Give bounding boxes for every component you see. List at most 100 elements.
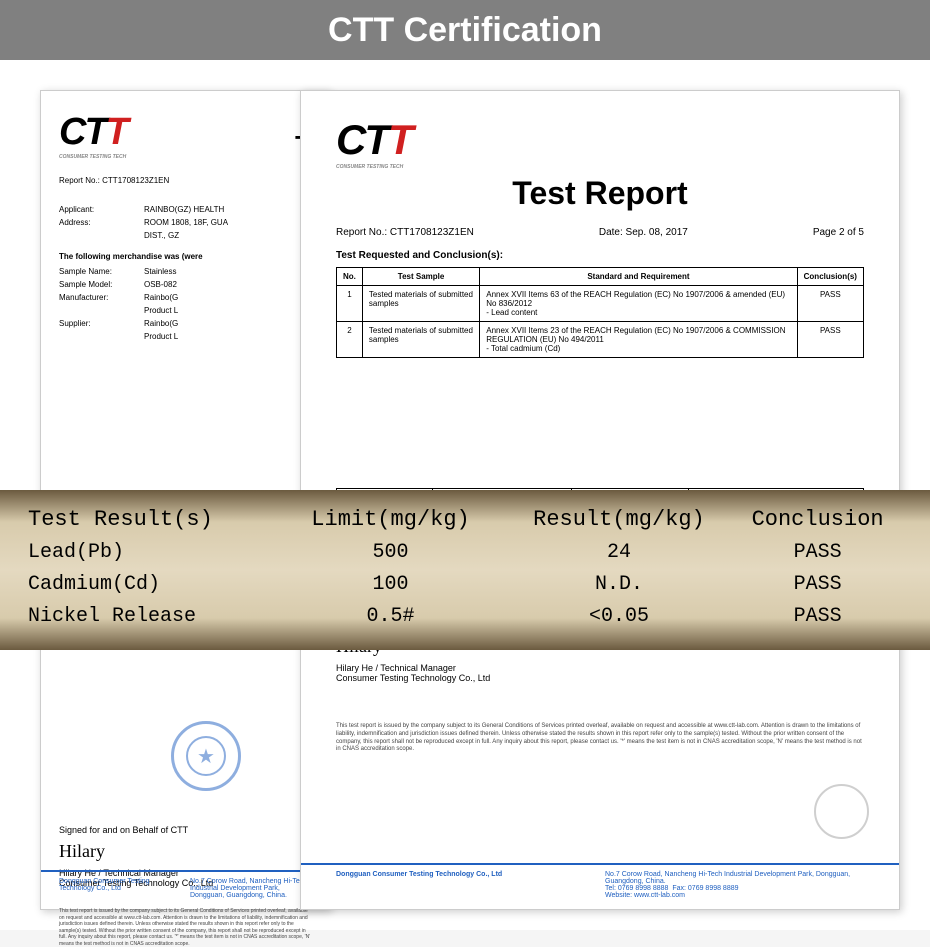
front-sign-org: Consumer Testing Technology Co., Ltd	[336, 673, 864, 683]
cell-standard: Annex XVII Items 63 of the REACH Regulat…	[480, 286, 797, 322]
front-footer-fax: Fax: 0769 8998 8889	[672, 885, 738, 892]
field-value: RAINBO(GZ) HEALTH	[144, 205, 311, 214]
front-footer-org: Dongguan Consumer Testing Technology Co.…	[336, 871, 595, 899]
overlay-h3: Result(mg/kg)	[505, 502, 733, 537]
table-header: Test Sample	[362, 268, 479, 286]
front-section: Test Requested and Conclusion(s):	[336, 250, 864, 261]
page-title: CTT Certification	[328, 11, 602, 50]
overlay-limit: 500	[276, 537, 504, 569]
logo-sub-f: CONSUMER TESTING TECH	[336, 164, 864, 170]
requirements-table: No.Test SampleStandard and RequirementCo…	[336, 267, 864, 358]
field-value: DIST., GZ	[144, 231, 311, 240]
front-fine-print: This test report is issued by the compan…	[336, 723, 864, 754]
field-label	[59, 231, 144, 240]
field-value: Product L	[144, 332, 311, 341]
front-meta: Report No.: CTT1708123Z1EN Date: Sep. 08…	[336, 227, 864, 238]
overlay-name: Cadmium(Cd)	[28, 569, 276, 601]
field-label: Address:	[59, 218, 144, 227]
back-meta: Report No.: CTT1708123Z1EN	[59, 176, 311, 185]
field-row: Applicant:RAINBO(GZ) HEALTH	[59, 205, 311, 214]
front-reportno: CTT1708123Z1EN	[390, 227, 474, 238]
front-date: Sep. 08, 2017	[626, 227, 688, 238]
field-value: OSB-082	[144, 280, 311, 289]
overlay-conclusion: PASS	[733, 601, 902, 633]
overlay-row: Nickel Release 0.5# <0.05 PASS	[28, 601, 902, 633]
field-label: Supplier:	[59, 319, 144, 328]
overlay-h1: Test Result(s)	[28, 502, 276, 537]
field-row: Product L	[59, 306, 311, 315]
back-fine-print: This test report is issued by the compan…	[59, 908, 311, 947]
front-footer-web: Website: www.ctt-lab.com	[605, 892, 864, 899]
overlay-result: <0.05	[505, 601, 733, 633]
field-row: Manufacturer:Rainbo(G	[59, 293, 311, 302]
cell-conclusion: PASS	[797, 286, 863, 322]
back-footer-addr: No.7 Corow Road, Nancheng Hi-Tech Indust…	[190, 878, 311, 899]
back-details: Sample Name:StainlessSample Model:OSB-08…	[59, 267, 311, 341]
field-label: Applicant:	[59, 205, 144, 214]
stamp-back: ★	[171, 721, 241, 791]
back-reportno: CTT1708123Z1EN	[102, 176, 169, 185]
cell-sample: Tested materials of submitted samples	[362, 286, 479, 322]
front-page: Page 2 of 5	[813, 227, 864, 238]
stamp-star-icon: ★	[186, 736, 226, 776]
field-row: Sample Model:OSB-082	[59, 280, 311, 289]
cell-conclusion: PASS	[797, 322, 863, 358]
logo-c3: T	[106, 111, 127, 153]
table-header: Conclusion(s)	[797, 268, 863, 286]
field-row: Product L	[59, 332, 311, 341]
overlay-limit: 100	[276, 569, 504, 601]
back-footer-org: Dongguan Consumer Testing Technology Co.…	[59, 878, 180, 899]
back-merch-label: The following merchandise was (were	[59, 252, 311, 261]
overlay-h2: Limit(mg/kg)	[276, 502, 504, 537]
back-sign-label: Signed for and on Behalf of CTT	[59, 825, 311, 835]
overlay-results: Test Result(s) Limit(mg/kg) Result(mg/kg…	[0, 490, 930, 650]
table-header: Standard and Requirement	[480, 268, 797, 286]
front-footer-details: No.7 Corow Road, Nancheng Hi-Tech Indust…	[605, 871, 864, 899]
cell-no: 1	[337, 286, 363, 322]
logo-c2: T	[84, 111, 105, 153]
cell-sample: Tested materials of submitted samples	[362, 322, 479, 358]
front-reportno-label: Report No.:	[336, 227, 387, 238]
overlay-limit: 0.5#	[276, 601, 504, 633]
overlay-result: 24	[505, 537, 733, 569]
field-label: Sample Name:	[59, 267, 144, 276]
logo-c1-f: C	[336, 116, 364, 163]
cell-no: 2	[337, 322, 363, 358]
overlay-conclusion: PASS	[733, 537, 902, 569]
field-value: ROOM 1808, 18F, GUA	[144, 218, 311, 227]
field-label	[59, 332, 144, 341]
back-fields: Applicant:RAINBO(GZ) HEALTHAddress:ROOM …	[59, 205, 311, 240]
overlay-row: Lead(Pb) 500 24 PASS	[28, 537, 902, 569]
overlay-conclusion: PASS	[733, 569, 902, 601]
logo-c3-f: T	[388, 116, 412, 163]
field-row: Sample Name:Stainless	[59, 267, 311, 276]
front-footer-tel: Tel: 0769 8998 8888	[605, 885, 668, 892]
front-date-label: Date:	[599, 227, 623, 238]
front-footer-addr: No.7 Corow Road, Nancheng Hi-Tech Indust…	[605, 871, 864, 885]
stamp-front	[814, 784, 869, 839]
field-value: Rainbo(G	[144, 293, 311, 302]
table-header: No.	[337, 268, 363, 286]
field-value: Rainbo(G	[144, 319, 311, 328]
back-reportno-label: Report No.:	[59, 176, 100, 185]
field-label	[59, 306, 144, 315]
table-row: 2 Tested materials of submitted samples …	[337, 322, 864, 358]
overlay-header-row: Test Result(s) Limit(mg/kg) Result(mg/kg…	[28, 502, 902, 537]
overlay-row: Cadmium(Cd) 100 N.D. PASS	[28, 569, 902, 601]
overlay-result: N.D.	[505, 569, 733, 601]
content-area: CTT CONSUMER TESTING TECH T Report No.: …	[0, 60, 930, 930]
field-row: Supplier:Rainbo(G	[59, 319, 311, 328]
field-value: Product L	[144, 306, 311, 315]
logo-front: CTT CONSUMER TESTING TECH	[336, 116, 864, 170]
cell-standard: Annex XVII Items 23 of the REACH Regulat…	[480, 322, 797, 358]
overlay-h4: Conclusion	[733, 502, 902, 537]
field-label: Sample Model:	[59, 280, 144, 289]
logo-c1: C	[59, 111, 84, 153]
field-value: Stainless	[144, 267, 311, 276]
front-sign-name: Hilary He / Technical Manager	[336, 663, 864, 673]
front-footer: Dongguan Consumer Testing Technology Co.…	[301, 863, 899, 899]
field-row: DIST., GZ	[59, 231, 311, 240]
overlay-name: Lead(Pb)	[28, 537, 276, 569]
back-signature: Hilary	[59, 841, 311, 862]
back-footer: Dongguan Consumer Testing Technology Co.…	[41, 870, 329, 899]
